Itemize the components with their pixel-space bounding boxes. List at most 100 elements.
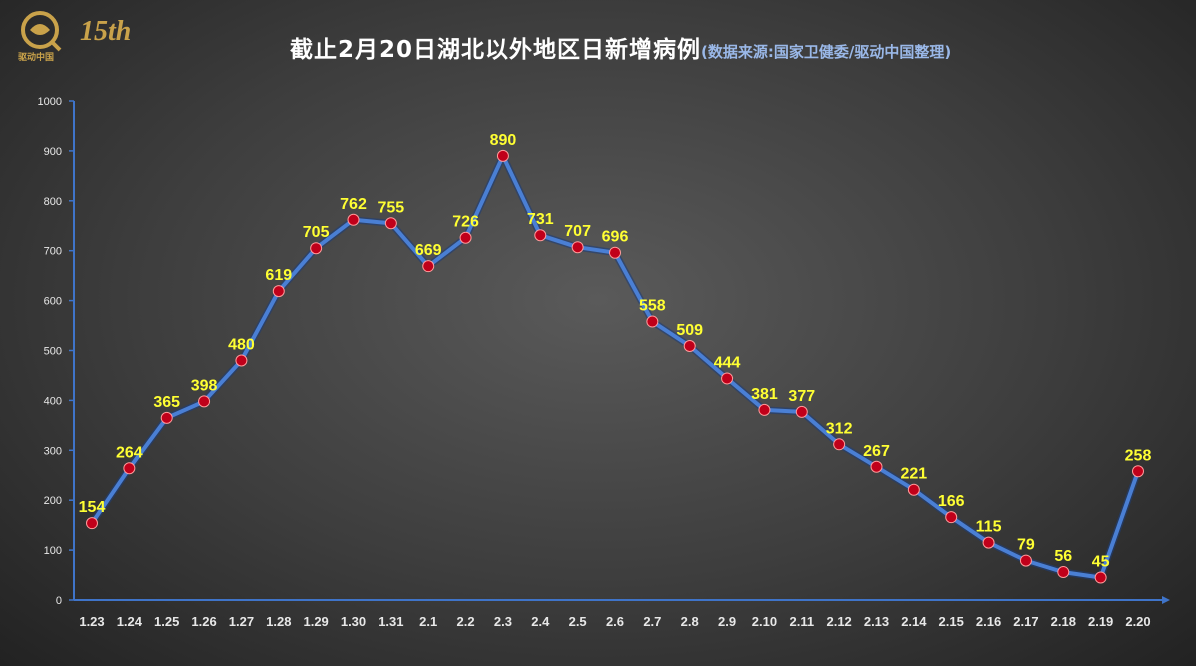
data-label: 312 (826, 420, 853, 437)
data-label: 264 (116, 444, 143, 461)
data-point-marker (86, 517, 98, 530)
y-tick-label: 300 (44, 445, 62, 457)
data-label: 267 (863, 443, 890, 460)
data-point-marker (683, 340, 696, 353)
y-axis-ticks: 0 100 200 300 400 500 600 700 800 900 1000 (38, 96, 74, 607)
data-label: 762 (340, 196, 367, 213)
data-point-marker (272, 285, 285, 298)
data-point-marker (982, 536, 995, 549)
x-tick-label: 2.2 (457, 614, 475, 629)
data-point-marker (907, 483, 920, 496)
data-point-marker (870, 460, 883, 473)
data-label: 377 (788, 388, 815, 405)
data-point-marker (422, 260, 435, 273)
series-line (89, 152, 1142, 581)
data-point-marker (534, 229, 547, 242)
data-label: 258 (1125, 447, 1152, 464)
data-point-marker (123, 462, 136, 475)
x-tick-label: 2.18 (1051, 614, 1076, 629)
data-point-marker (571, 241, 584, 254)
y-tick-label: 700 (44, 246, 62, 258)
data-label: 154 (79, 499, 106, 516)
data-label: 669 (415, 242, 442, 259)
data-point-marker (758, 403, 771, 416)
data-point-marker (496, 149, 509, 162)
data-point-marker (235, 354, 248, 367)
data-label: 619 (265, 267, 292, 284)
data-label: 707 (564, 223, 591, 240)
x-tick-label: 1.25 (154, 614, 179, 629)
data-point-marker (459, 231, 472, 244)
data-label: 705 (303, 224, 330, 241)
y-tick-label: 500 (44, 346, 62, 358)
data-label: 45 (1092, 554, 1110, 571)
chart-title: 截止2月20日湖北以外地区日新增病例 (290, 37, 702, 63)
data-point-marker (310, 242, 323, 255)
x-tick-label: 2.5 (569, 614, 587, 629)
data-label: 731 (527, 211, 554, 228)
data-label: 115 (976, 519, 1002, 536)
y-tick-label: 400 (44, 395, 62, 407)
x-tick-label: 2.1 (419, 614, 437, 629)
anniversary-label: 15th (80, 16, 131, 47)
logo: 15th 驱动中国 (8, 6, 138, 64)
data-label: 755 (378, 199, 405, 216)
x-tick-label: 1.28 (266, 614, 291, 629)
x-tick-label: 2.6 (606, 614, 624, 629)
x-tick-label: 2.8 (681, 614, 699, 629)
x-tick-label: 2.3 (494, 614, 512, 629)
x-tick-label: 1.27 (229, 614, 254, 629)
y-tick-label: 900 (44, 146, 62, 158)
data-point-marker (721, 372, 734, 385)
data-label: 398 (191, 377, 218, 394)
data-point-marker (833, 438, 846, 451)
y-tick-label: 200 (44, 495, 62, 507)
x-tick-label: 1.24 (117, 614, 143, 629)
x-axis-ticks: 1.23 1.24 1.25 1.26 1.27 1.28 1.29 1.30 1.31 2.1 2… (79, 614, 1150, 629)
data-label: 558 (639, 298, 666, 315)
data-label: 890 (490, 132, 517, 149)
x-tick-label: 1.30 (341, 614, 366, 629)
x-tick-label: 1.31 (378, 614, 403, 629)
data-label: 726 (452, 214, 479, 231)
series-line-path (90, 153, 1140, 580)
logo-text: 驱动中国 (18, 53, 55, 63)
chart-title-block: 截止2月20日湖北以外地区日新增病例(数据来源:国家卫健委/驱动中国整理) (290, 30, 951, 64)
data-label: 509 (676, 322, 703, 339)
x-tick-label: 2.7 (643, 614, 661, 629)
data-point-marker (609, 246, 621, 259)
y-tick-label: 1000 (38, 96, 62, 108)
data-label: 56 (1054, 548, 1072, 565)
data-point-marker (1132, 465, 1144, 478)
data-point-marker (1019, 554, 1032, 567)
x-tick-label: 2.11 (789, 614, 814, 629)
x-tick-label: 2.14 (901, 614, 927, 629)
x-tick-label: 2.15 (939, 614, 964, 629)
data-point-marker (198, 395, 211, 408)
y-tick-label: 100 (44, 545, 62, 557)
data-point-marker (795, 405, 808, 418)
data-label: 166 (938, 493, 965, 510)
data-label: 696 (602, 229, 629, 246)
chart-subtitle: (数据来源:国家卫健委/驱动中国整理) (701, 43, 952, 61)
data-label: 444 (714, 354, 741, 371)
series-markers (86, 149, 1144, 584)
data-point-marker (1094, 571, 1107, 584)
data-label: 79 (1017, 537, 1035, 554)
data-label: 221 (901, 466, 928, 483)
x-tick-label: 2.19 (1088, 614, 1113, 629)
x-tick-label: 2.17 (1013, 614, 1038, 629)
data-point-marker (347, 213, 360, 226)
x-tick-label: 2.12 (826, 614, 851, 629)
y-tick-label: 600 (44, 296, 62, 308)
data-point-marker (1057, 566, 1070, 579)
data-point-marker (160, 411, 173, 424)
logo-emblem-icon: 15th (21, 11, 131, 52)
x-tick-label: 2.20 (1125, 614, 1150, 629)
x-tick-label: 2.13 (864, 614, 889, 629)
x-tick-label: 2.4 (531, 614, 550, 629)
x-tick-label: 1.23 (79, 614, 104, 629)
x-axis-arrow-icon (1162, 596, 1170, 604)
x-tick-label: 1.26 (191, 614, 216, 629)
